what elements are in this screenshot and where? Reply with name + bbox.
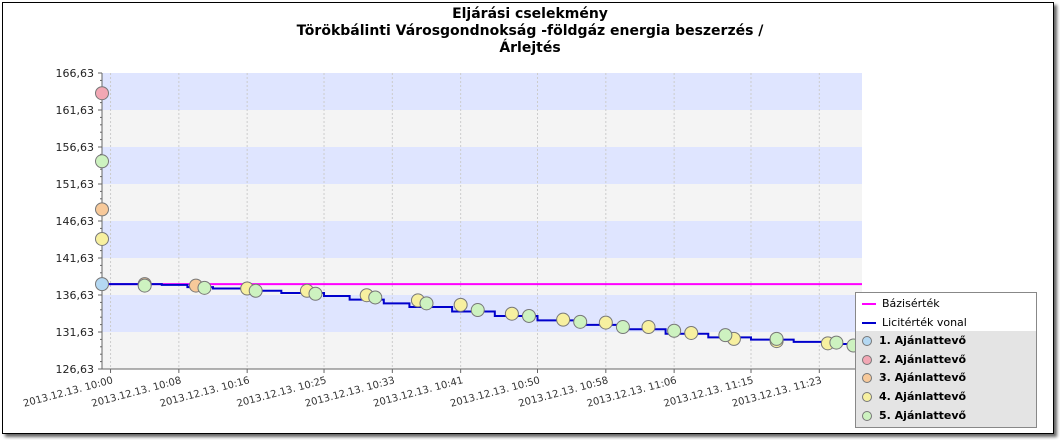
y-tick-label: 166,63 xyxy=(56,67,95,80)
bid-point-6 xyxy=(137,278,152,293)
legend-label: 3. Ajánlattevő xyxy=(879,371,967,385)
plot-lines xyxy=(102,283,863,347)
legend-dot-swatch xyxy=(862,354,872,365)
plot-band xyxy=(102,73,862,110)
bid-point-5 xyxy=(504,306,519,321)
y-tick-label: 151,63 xyxy=(56,178,95,191)
y-tick-label: 161,63 xyxy=(56,104,95,117)
bid-point-6 xyxy=(197,280,212,295)
bid-point-6 xyxy=(769,331,784,346)
plot-points xyxy=(95,86,861,353)
y-axis-ticks: 126,63 131,63 136,63 141,63 146,63 151,63 156,… xyxy=(56,67,102,376)
bid-point-6 xyxy=(829,335,844,350)
legend-dot-swatch xyxy=(862,392,872,402)
plot-band xyxy=(102,110,862,147)
legend-dot-swatch xyxy=(862,410,872,421)
y-tick-label: 131,63 xyxy=(56,326,95,339)
y-tick-label: 146,63 xyxy=(56,215,95,228)
legend-dot-swatch xyxy=(862,336,872,347)
legend-label: Bázisérték xyxy=(882,297,940,310)
legend-line-swatch xyxy=(862,303,876,305)
legend: Bázisérték Licitérték vonal 1. Ajánlattevő… xyxy=(855,292,1037,428)
legend-item: 2. Ajánlattevő xyxy=(862,351,966,369)
bid-point-6 xyxy=(667,323,682,338)
chart-title-line-2: Törökbálinti Városgondnokság -földgáz en… xyxy=(296,23,764,39)
bid-point-4 xyxy=(95,202,109,217)
legend-dot-swatch xyxy=(862,373,872,384)
bid-point-6 xyxy=(521,308,536,323)
bid-point-2 xyxy=(95,277,109,292)
plot-grid xyxy=(110,73,820,369)
y-tick-label: 141,63 xyxy=(56,252,95,265)
plot-bands xyxy=(102,73,862,369)
legend-item: 1. Ajánlattevő xyxy=(862,332,966,350)
chart-title-line-1: Eljárási cselekmény xyxy=(452,6,608,22)
legend-label: 5. Ajánlattevő xyxy=(879,408,967,422)
bid-point-6 xyxy=(718,328,733,343)
legend-label: Licitérték vonal xyxy=(882,315,967,329)
plot-band xyxy=(102,147,862,184)
plot-band xyxy=(102,184,862,221)
y-tick-label: 136,63 xyxy=(56,289,95,302)
plot-band xyxy=(102,221,862,258)
legend-line-swatch xyxy=(862,321,876,324)
bid-point-6 xyxy=(615,320,630,335)
legend-item: 3. Ajánlattevő xyxy=(862,369,966,387)
y-tick-label: 126,63 xyxy=(56,363,95,376)
legend-item: 4. Ajánlattevő xyxy=(862,388,966,406)
bid-point-6 xyxy=(573,314,588,329)
bid-point-5 xyxy=(453,297,468,312)
bid-point-5 xyxy=(684,325,699,340)
bid-point-6 xyxy=(308,286,323,301)
legend-item: Bázisérték xyxy=(862,295,940,313)
legend-label: 1. Ajánlattevő xyxy=(879,334,967,348)
legend-item: 5. Ajánlattevő xyxy=(862,407,966,425)
legend-label: 4. Ajánlattevő xyxy=(879,390,967,403)
legend-label: 2. Ajánlattevő xyxy=(879,352,967,366)
bid-point-6 xyxy=(368,290,383,305)
legend-item: Licitérték vonal xyxy=(862,314,967,332)
bid-point-6 xyxy=(419,296,434,311)
chart-title-line-3: Árlejtés xyxy=(499,40,561,56)
limit-value-line xyxy=(102,283,863,347)
legend-shade xyxy=(856,331,1036,427)
bid-point-6 xyxy=(248,283,263,298)
bid-point-6 xyxy=(95,154,109,169)
bid-point-5 xyxy=(556,312,571,327)
bid-point-5 xyxy=(95,231,109,246)
y-tick-label: 156,63 xyxy=(56,141,95,154)
bid-point-3 xyxy=(95,86,109,101)
bid-point-6 xyxy=(470,303,485,318)
bid-point-5 xyxy=(598,315,613,330)
bid-point-5 xyxy=(641,320,656,335)
